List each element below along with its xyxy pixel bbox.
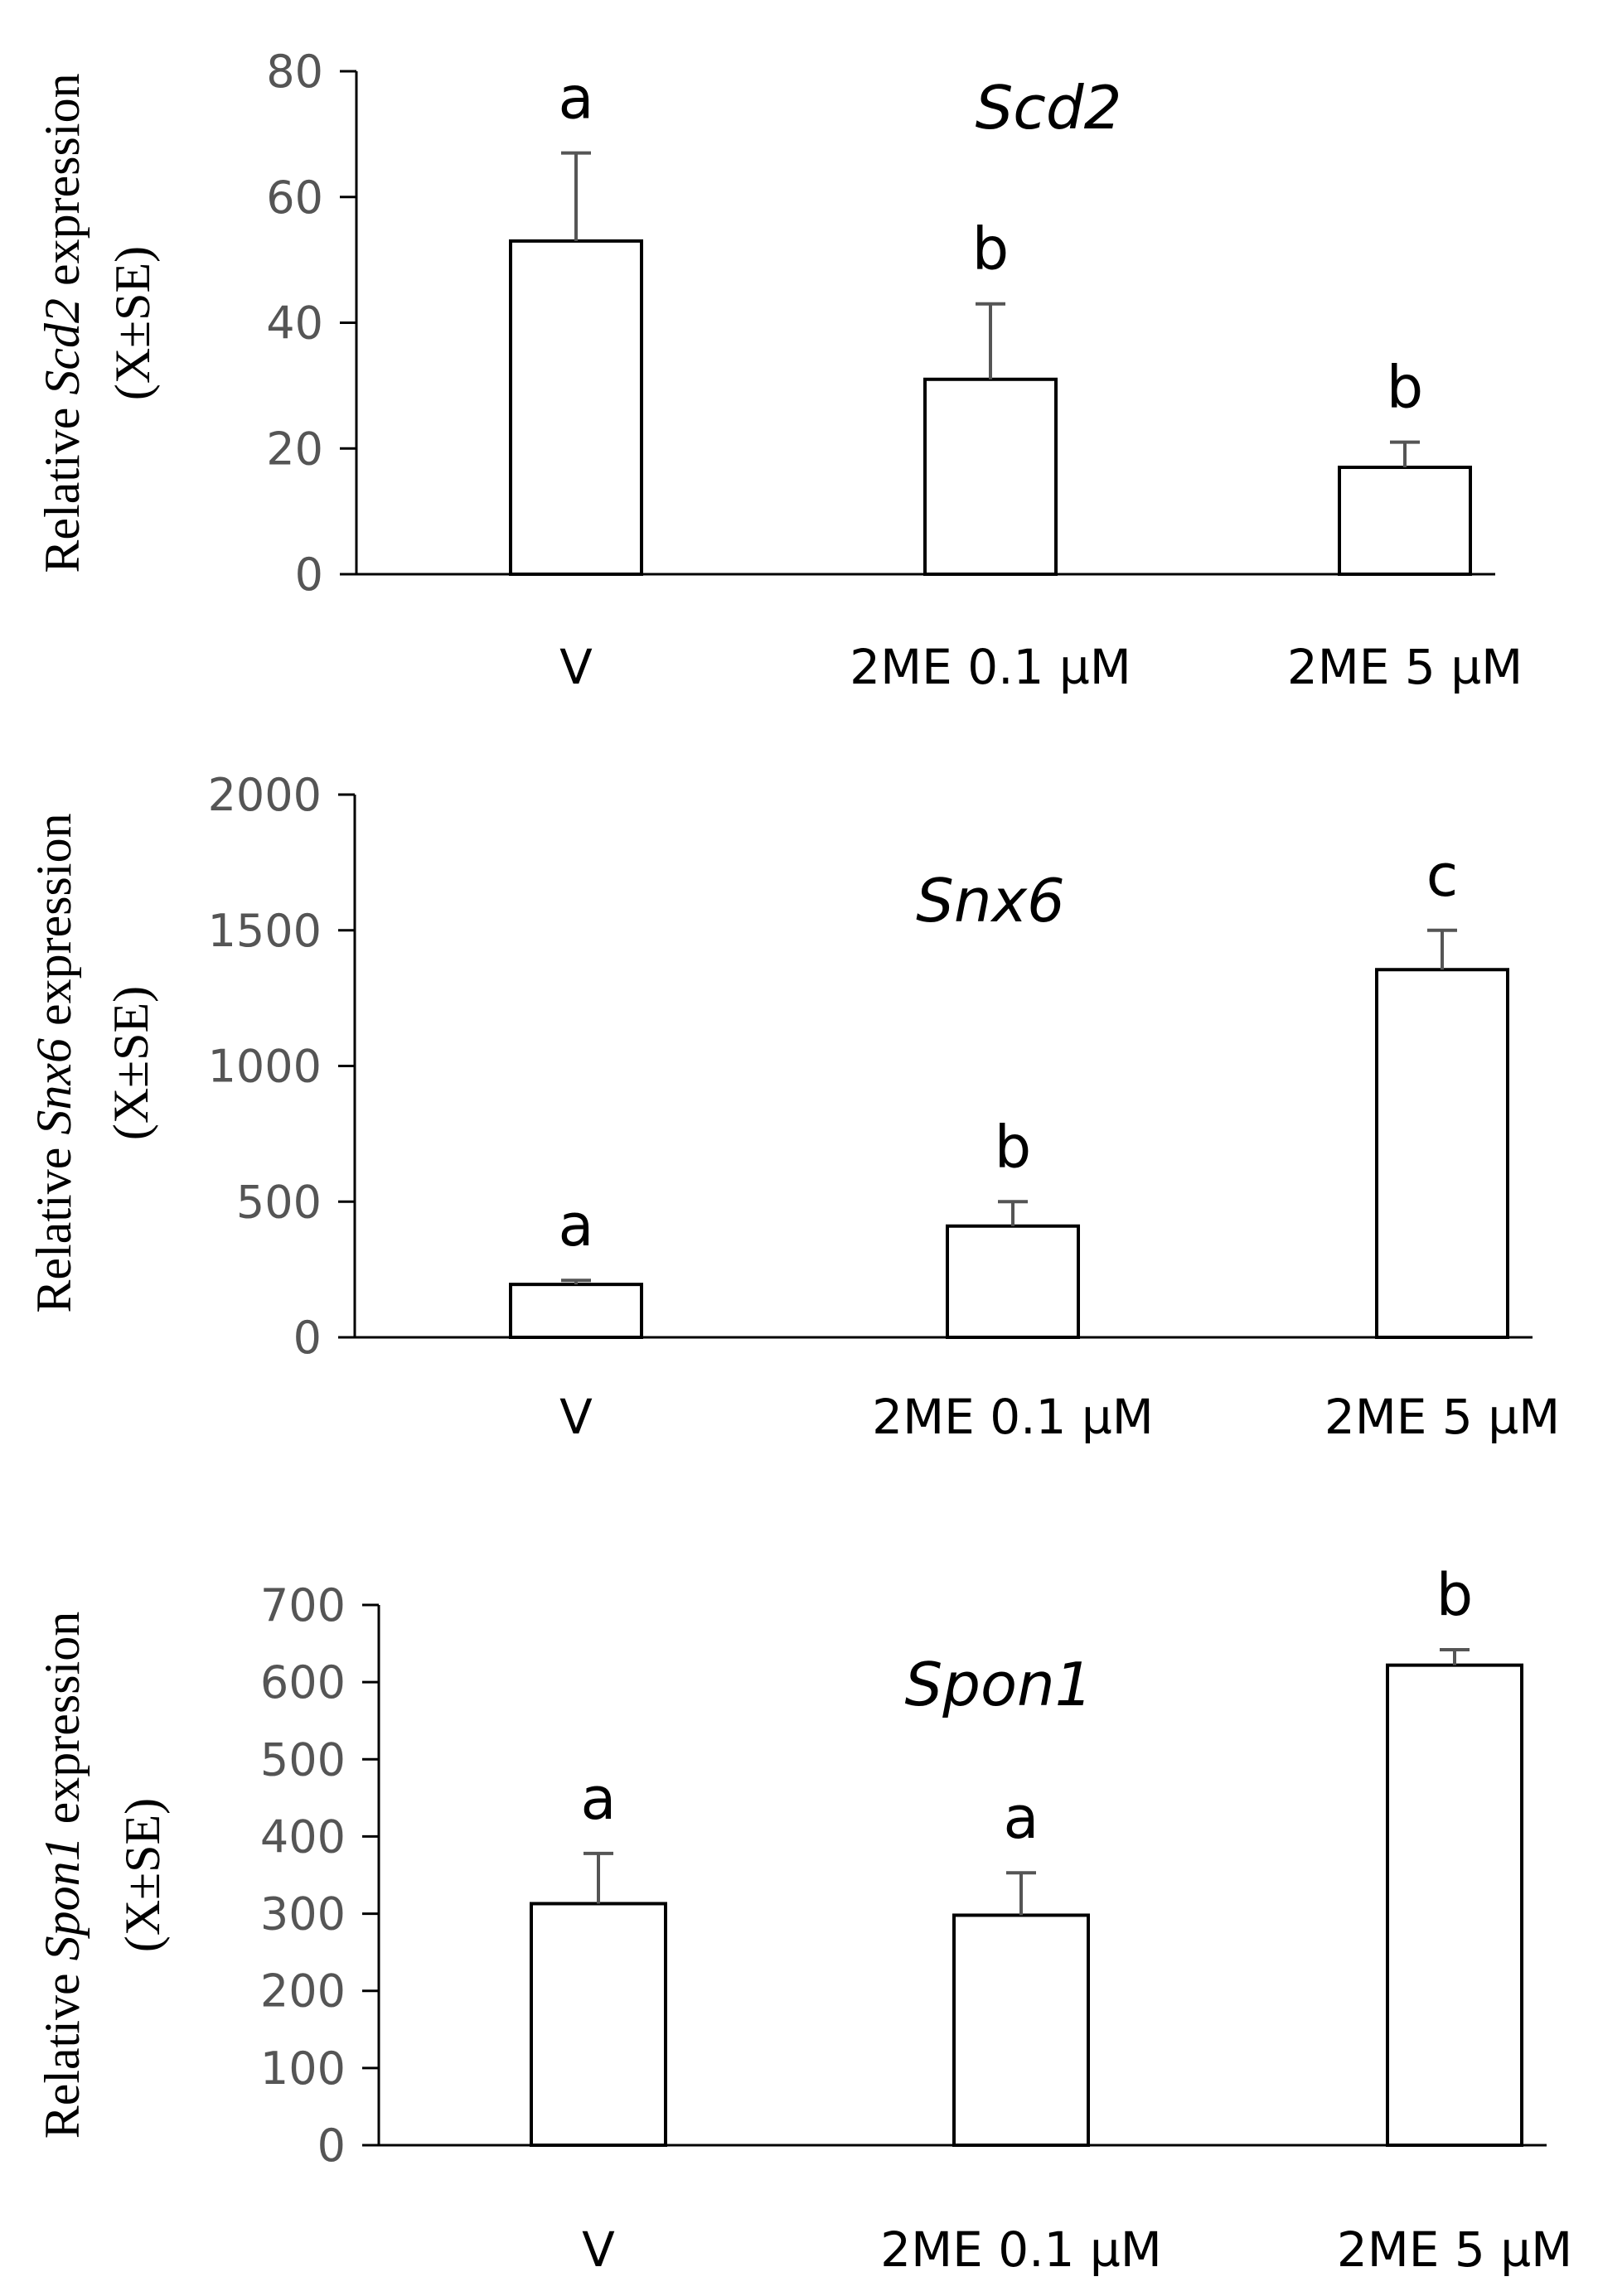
significance-letter: b: [995, 1113, 1031, 1181]
category-label: 2ME 5 µM: [1287, 639, 1523, 695]
y-tick-label: 600: [260, 1656, 346, 1709]
bar-2: [952, 1913, 1090, 2148]
category-label: 2ME 5 µM: [1337, 2221, 1572, 2278]
chart-panel-snx6: 0 500 1000 1500 2000 a Vb 2ME 0.1 µM c 2ME 5 µM Sn…: [27, 769, 1560, 1445]
significance-letter: a: [581, 1765, 617, 1833]
bar-3: [1375, 968, 1509, 1340]
significance-letter: a: [559, 1192, 594, 1259]
y-axis-label-suffix: expression: [35, 1612, 90, 1837]
y-tick-label: 500: [236, 1176, 322, 1228]
y-tick-label: 200: [260, 1965, 346, 2018]
y-axis-label-suffix: expression: [35, 73, 90, 298]
significance-letter: b: [1387, 354, 1423, 422]
chart-title: Scd2: [976, 73, 1122, 143]
y-axis-label-line2: (X±SE): [104, 986, 158, 1140]
bar-3: [1386, 1663, 1523, 2148]
significance-letter: c: [1426, 842, 1459, 910]
bar-1: [509, 1283, 643, 1339]
bar-2: [946, 1224, 1080, 1339]
y-tick-label: 0: [317, 2120, 346, 2172]
category-label: V: [559, 639, 593, 695]
y-axis-label-line2: (X±SE): [105, 246, 160, 400]
y-tick-label: 20: [266, 423, 323, 475]
y-axis-label-line1: Relative Scd2 expression: [35, 73, 90, 573]
category-label: V: [559, 1389, 593, 1445]
y-tick-label: 40: [266, 297, 323, 350]
category-label: 2ME 5 µM: [1324, 1389, 1560, 1445]
y-axis-label-suffix: expression: [27, 813, 81, 1038]
bar-1: [509, 239, 643, 576]
y-tick-label: 2000: [208, 769, 322, 821]
category-label: 2ME 0.1 µM: [880, 2221, 1162, 2278]
significance-letter: a: [1004, 1784, 1039, 1852]
y-tick-label: 1500: [208, 905, 322, 957]
y-tick-label: 60: [266, 172, 323, 224]
bar-2: [923, 377, 1058, 576]
y-axis-label-prefix: Relative: [27, 1135, 81, 1313]
category-label: 2ME 0.1 µM: [850, 639, 1131, 695]
y-axis-label-line1: Relative Snx6 expression: [27, 813, 81, 1312]
y-tick-label: 1000: [208, 1041, 322, 1093]
y-axis-label: Relative Snx6 expression (X±SE): [27, 813, 158, 1312]
y-axis-label-prefix: Relative: [35, 1960, 90, 2139]
y-tick-label: 0: [295, 549, 323, 601]
significance-letter: b: [972, 215, 1009, 283]
y-axis-label: Relative Spon1 expression (X±SE): [35, 1612, 170, 2139]
y-axis-label: Relative Scd2 expression (X±SE): [35, 73, 160, 573]
chart-panel-spon1: 0 100 200 300 400 500 600 700 a Va 2ME 0.1 µM b 2ME …: [35, 1561, 1572, 2278]
significance-letter: a: [559, 65, 594, 133]
bar-3: [1338, 466, 1472, 577]
significance-letter: b: [1436, 1561, 1473, 1629]
y-tick-label: 300: [260, 1888, 346, 1941]
bar-1: [530, 1902, 667, 2148]
y-axis-label-line2: (X±SE): [115, 1798, 170, 1952]
y-tick-label: 700: [260, 1579, 346, 1631]
category-label: V: [582, 2221, 615, 2278]
y-tick-label: 500: [260, 1733, 346, 1786]
y-tick-label: 100: [260, 2042, 346, 2095]
y-axis-label-line1: Relative Spon1 expression: [35, 1612, 90, 2139]
y-tick-label: 0: [293, 1312, 322, 1364]
y-tick-label: 400: [260, 1810, 346, 1863]
chart-title: Spon1: [905, 1650, 1093, 1719]
y-tick-label: 80: [266, 46, 323, 98]
y-axis-label-gene: Spon1: [35, 1836, 90, 1960]
y-axis-label-prefix: Relative: [35, 395, 90, 573]
chart-title: Snx6: [916, 866, 1065, 935]
category-label: 2ME 0.1 µM: [872, 1389, 1154, 1445]
y-axis-label-gene: Snx6: [27, 1038, 81, 1135]
y-axis-label-gene: Scd2: [35, 298, 90, 395]
